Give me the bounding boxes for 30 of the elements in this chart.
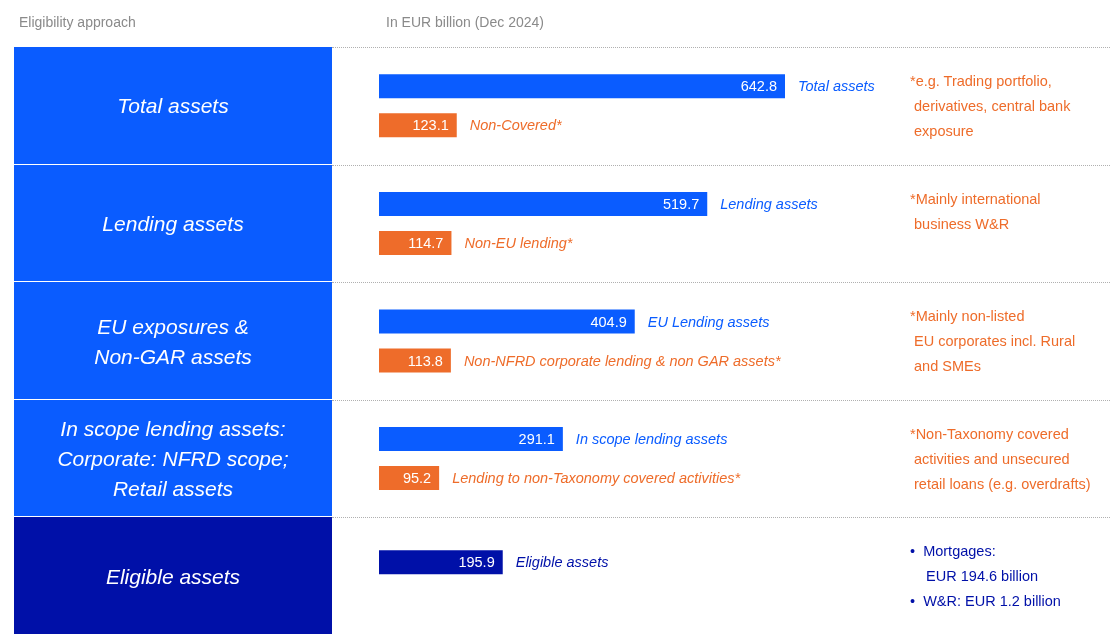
y-tick-label: In scope lending assets: Corporate: NFRD scope; Retail assets — [57, 417, 289, 501]
data-label: 642.8 — [740, 78, 777, 95]
data-label: 291.1 — [518, 431, 555, 448]
data-label: 404.9 — [590, 313, 627, 330]
y-tick-label: Lending assets — [102, 211, 245, 235]
y-tick-label: Total assets — [117, 94, 230, 118]
data-label: 113.8 — [407, 352, 443, 369]
data-label: 519.7 — [662, 195, 700, 212]
series-label: Lending assets — [720, 195, 818, 212]
text: *Non-Taxonomy covered activities and unsecured retail loans (e.g. overdrafts) — [910, 424, 1091, 494]
text: *e.g. Trading portfolio, derivatives, central bank exposure — [910, 72, 1071, 141]
text: • Mortgages: EUR 194.6 billion • W&R: EUR 1.2 billion — [910, 542, 1061, 612]
series-label: In scope lending assets — [575, 431, 728, 448]
series-label: Lending to non-Taxonomy covered activities* — [452, 470, 742, 487]
series-label: Non-Covered* — [469, 117, 563, 134]
text: *Mainly international business W&R — [910, 189, 1041, 234]
series-label: Total assets — [798, 78, 875, 95]
chart-subtitle: In EUR billion (Dec 2024) — [386, 14, 544, 30]
data-label: 123.1 — [412, 117, 449, 134]
y-tick-label: Eligible assets — [105, 564, 241, 588]
series-label: Non-NFRD corporate lending & non GAR assets* — [463, 352, 782, 369]
series-label: EU Lending assets — [647, 313, 770, 330]
y-tick-label: EU exposures & Non-GAR assets — [94, 314, 253, 368]
data-label: 95.2 — [402, 470, 432, 487]
data-label: 114.7 — [408, 234, 444, 251]
text: Eligibility approach — [19, 14, 136, 30]
data-label: 195.9 — [458, 554, 495, 571]
series-label: Eligible assets — [515, 554, 609, 571]
series-label: Non-EU lending* — [464, 234, 574, 251]
text: *Mainly non-listed EU corporates incl. Rural and SMEs — [910, 307, 1076, 377]
